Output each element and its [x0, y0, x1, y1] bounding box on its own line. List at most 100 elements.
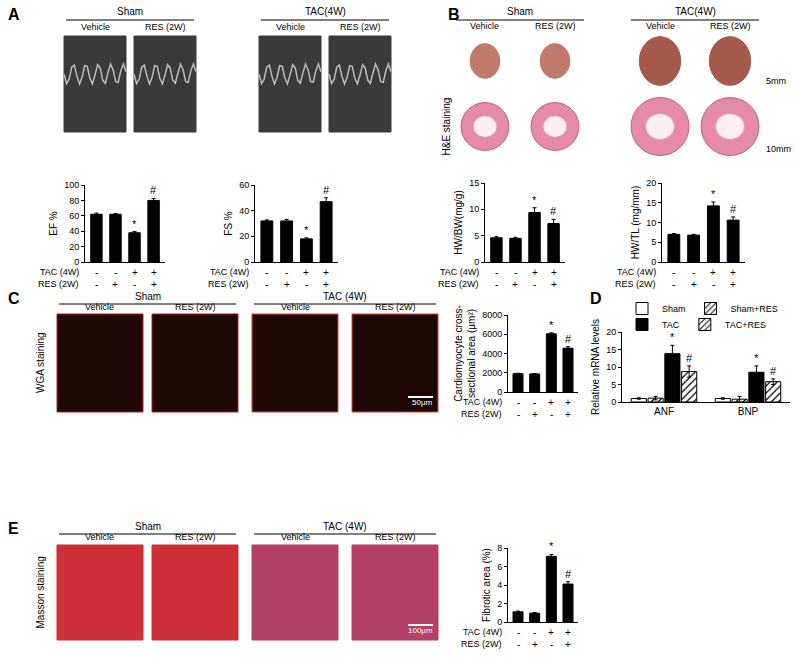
svg-text:-: - — [495, 279, 498, 290]
svg-text:*: * — [754, 352, 759, 364]
svg-text:Sham: Sham — [662, 304, 686, 314]
svg-text:Vehicle: Vehicle — [646, 21, 675, 31]
svg-text:20: 20 — [646, 178, 656, 188]
svg-text:D: D — [590, 290, 602, 307]
svg-text:-: - — [517, 639, 520, 650]
svg-text:RES (2W): RES (2W) — [615, 279, 656, 289]
svg-text:+: + — [132, 267, 138, 278]
svg-text:RES (2W): RES (2W) — [461, 639, 502, 649]
svg-text:RES (2W): RES (2W) — [710, 21, 751, 31]
svg-text:Sham: Sham — [117, 6, 143, 17]
svg-text:TAC (4W): TAC (4W) — [323, 521, 367, 532]
svg-text:Vehicle: Vehicle — [85, 302, 114, 312]
svg-text:+: + — [548, 627, 554, 638]
svg-text:+: + — [730, 267, 736, 278]
svg-text:6: 6 — [497, 562, 502, 572]
svg-text:TAC (4W): TAC (4W) — [210, 267, 249, 277]
svg-text:FS %: FS % — [223, 211, 234, 236]
svg-text:*: * — [132, 218, 137, 230]
svg-text:100: 100 — [64, 180, 79, 190]
svg-text:#: # — [323, 184, 330, 196]
svg-text:Sham: Sham — [135, 521, 161, 532]
svg-text:5mm: 5mm — [766, 76, 786, 86]
svg-text:+: + — [323, 267, 329, 278]
svg-text:-: - — [133, 279, 136, 290]
svg-text:+: + — [565, 397, 571, 408]
svg-text:TAC+RES: TAC+RES — [725, 320, 766, 330]
svg-text:+: + — [151, 279, 157, 290]
svg-text:Vehicle: Vehicle — [281, 302, 310, 312]
svg-text:+: + — [551, 267, 557, 278]
svg-text:*: * — [549, 319, 554, 331]
svg-text:RES (2W): RES (2W) — [375, 532, 416, 542]
svg-text:0: 0 — [497, 387, 502, 397]
svg-text:60: 60 — [239, 180, 249, 190]
svg-text:HW/BW(mg/g): HW/BW(mg/g) — [453, 190, 464, 254]
svg-text:*: * — [549, 540, 554, 552]
svg-text:A: A — [8, 6, 20, 23]
svg-text:BNP: BNP — [738, 406, 759, 417]
svg-text:H&E staining: H&E staining — [441, 98, 452, 156]
svg-text:E: E — [8, 520, 19, 537]
svg-text:-: - — [533, 627, 536, 638]
svg-text:Vehicle: Vehicle — [81, 22, 110, 32]
svg-text:+: + — [112, 279, 118, 290]
svg-text:TAC (4W): TAC (4W) — [40, 267, 79, 277]
svg-text:5: 5 — [474, 231, 479, 241]
svg-text:Sham: Sham — [507, 6, 533, 17]
svg-text:60: 60 — [69, 211, 79, 221]
svg-text:+: + — [565, 639, 571, 650]
svg-text:RES (2W): RES (2W) — [175, 532, 216, 542]
svg-text:-: - — [517, 627, 520, 638]
svg-text:-: - — [550, 639, 553, 650]
svg-text:-: - — [533, 279, 536, 290]
svg-text:RES (2W): RES (2W) — [535, 21, 576, 31]
svg-text:-: - — [265, 279, 268, 290]
svg-text:+: + — [532, 409, 538, 420]
svg-text:#: # — [730, 203, 737, 215]
svg-text:#: # — [550, 205, 557, 217]
svg-text:+: + — [323, 279, 329, 290]
svg-text:*: * — [304, 224, 309, 236]
svg-text:+: + — [565, 409, 571, 420]
svg-text:6000: 6000 — [482, 329, 502, 339]
svg-text:-: - — [672, 267, 675, 278]
svg-text:-: - — [265, 267, 268, 278]
svg-text:#: # — [150, 184, 157, 196]
svg-text:+: + — [565, 627, 571, 638]
svg-text:0: 0 — [651, 257, 656, 267]
svg-text:40: 40 — [239, 206, 249, 216]
svg-text:TAC: TAC — [662, 320, 680, 330]
svg-text:+: + — [512, 279, 518, 290]
svg-text:Cardiomyocyte cross-sectional: Cardiomyocyte cross-sectional area (μm²) — [453, 305, 477, 402]
svg-text:+: + — [551, 279, 557, 290]
svg-text:TAC (4W): TAC (4W) — [617, 267, 656, 277]
svg-text:*: * — [711, 188, 716, 200]
svg-text:+: + — [691, 279, 697, 290]
svg-text:WGA staining: WGA staining — [35, 332, 46, 393]
svg-text:-: - — [672, 279, 675, 290]
svg-text:TAC(4W): TAC(4W) — [675, 6, 716, 17]
svg-text:80: 80 — [69, 196, 79, 206]
svg-text:-: - — [550, 409, 553, 420]
svg-text:+: + — [710, 267, 716, 278]
svg-text:10: 10 — [606, 362, 616, 372]
svg-text:Sham+RES: Sham+RES — [731, 304, 778, 314]
svg-text:*: * — [532, 194, 537, 206]
svg-text:0: 0 — [474, 257, 479, 267]
svg-text:50μm: 50μm — [412, 398, 433, 407]
svg-text:5: 5 — [611, 380, 616, 390]
svg-text:-: - — [692, 267, 695, 278]
svg-text:#: # — [565, 333, 572, 345]
svg-text:15: 15 — [646, 198, 656, 208]
svg-text:+: + — [730, 279, 736, 290]
svg-text:Sham: Sham — [135, 291, 161, 302]
svg-text:15: 15 — [469, 178, 479, 188]
svg-text:20: 20 — [69, 242, 79, 252]
svg-text:+: + — [303, 267, 309, 278]
svg-text:TAC (4W): TAC (4W) — [463, 627, 502, 637]
svg-text:0: 0 — [74, 257, 79, 267]
svg-text:*: * — [670, 331, 675, 343]
svg-text:#: # — [770, 365, 777, 377]
svg-text:Fibrotic area (%): Fibrotic area (%) — [481, 548, 492, 622]
